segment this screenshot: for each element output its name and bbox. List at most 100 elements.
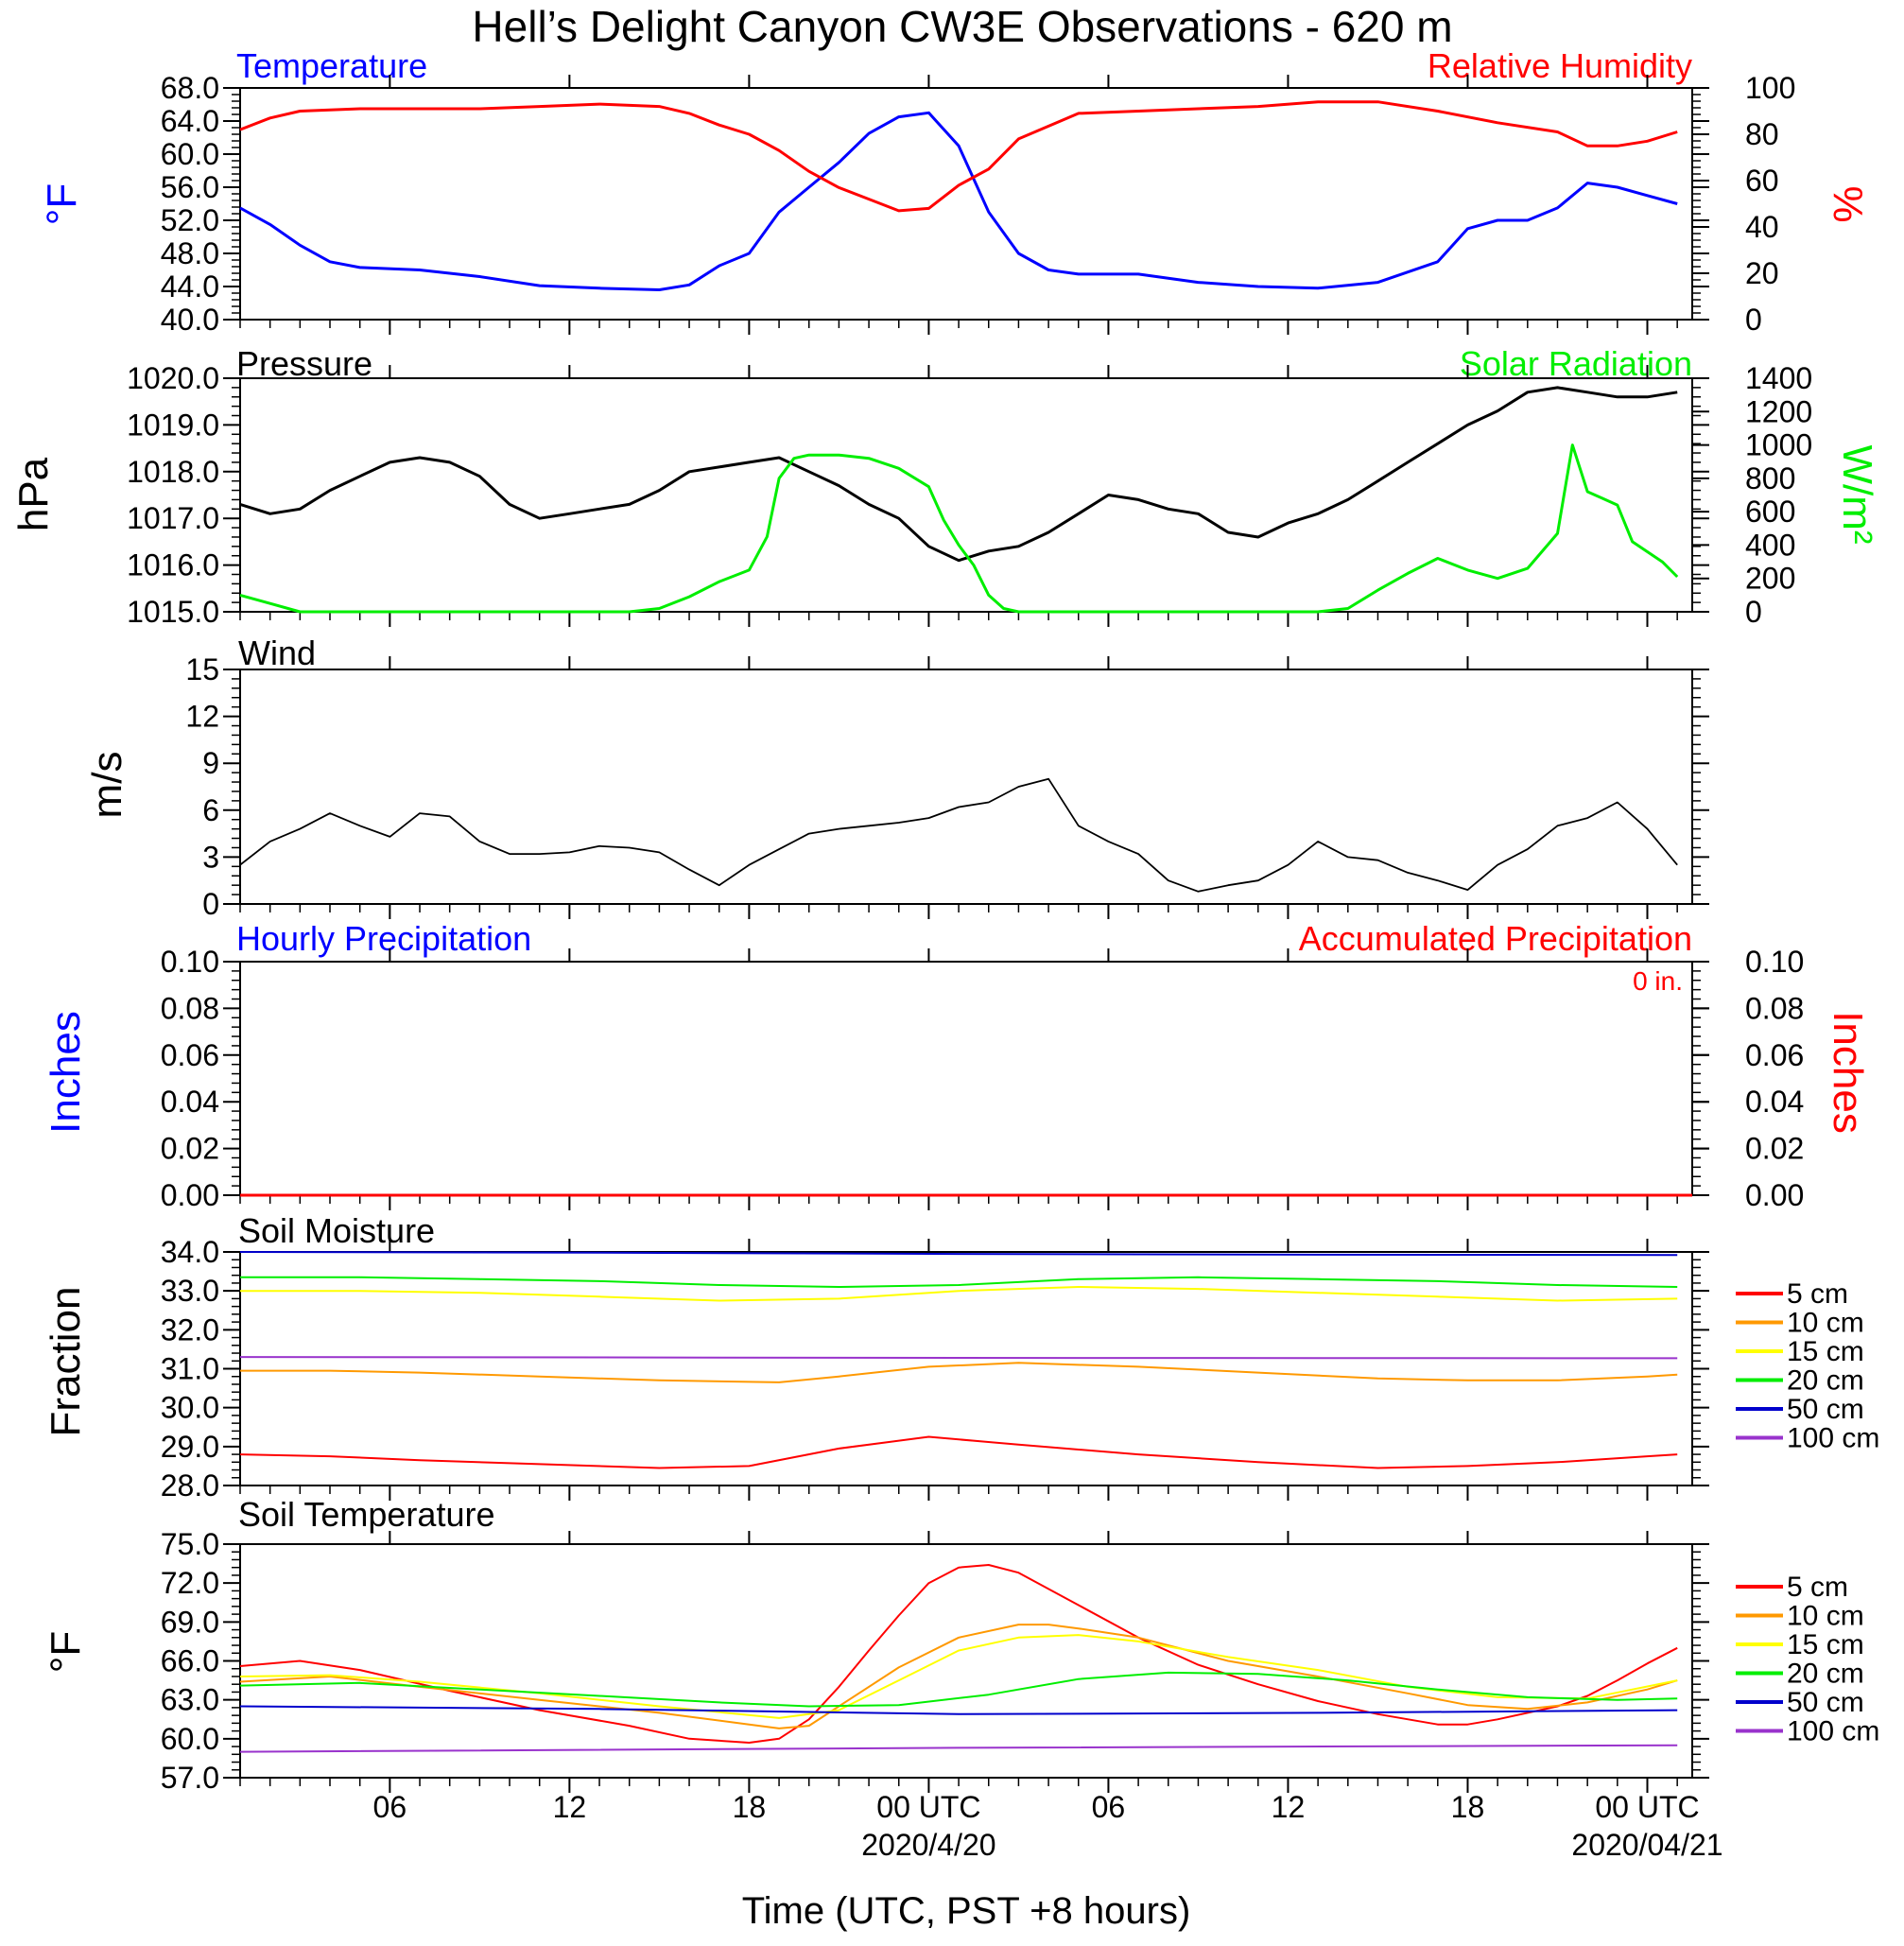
pressure-ytick-label: 1018.0 <box>127 455 219 489</box>
soil-moisture-title: Soil Moisture <box>238 1211 435 1250</box>
x-axis-label: Time (UTC, PST +8 hours) <box>742 1890 1191 1932</box>
pressure-series-1 <box>239 443 1679 614</box>
soil_temperature-series-5 <box>239 1744 1678 1753</box>
pressure-title: Pressure <box>236 344 372 383</box>
soil_moisture-ytick-label: 31.0 <box>161 1352 219 1386</box>
pressure-y2tick-label: 1200 <box>1745 394 1812 428</box>
soil_temperature-series-4 <box>239 1705 1678 1715</box>
accum-precip-title: Accumulated Precipitation <box>1299 919 1692 958</box>
precip-ytick-label: 0.10 <box>161 945 219 979</box>
wind-ytick-label: 15 <box>185 652 219 686</box>
wind-unit: m/s <box>84 752 130 819</box>
soil_temperature-ytick-label: 66.0 <box>161 1644 219 1678</box>
pressure-ytick-label: 1019.0 <box>127 408 219 442</box>
pressure-y2tick-label: 400 <box>1745 528 1795 562</box>
precip-ytick-label: 0.08 <box>161 991 219 1025</box>
soil_moisture-legend-label: 50 cm <box>1787 1394 1864 1425</box>
precip-ytick-label: 0.00 <box>161 1178 219 1212</box>
soil_temperature-legend-label: 15 cm <box>1787 1629 1864 1660</box>
solar-unit: W/m² <box>1834 444 1880 544</box>
soil_temperature-legend-label: 20 cm <box>1787 1659 1864 1690</box>
soil_temperature-series-2 <box>239 1634 1678 1719</box>
temperature-frame <box>239 87 1693 321</box>
temperature-ytick-label: 64.0 <box>161 104 219 138</box>
soil_moisture-series-3 <box>240 1276 1678 1288</box>
soil-moisture-unit: Fraction <box>43 1287 89 1437</box>
soil_moisture-legend-label: 100 cm <box>1787 1423 1879 1454</box>
time-tick-label: 18 <box>733 1790 767 1824</box>
soil_moisture-frame <box>239 1251 1693 1486</box>
pressure-ytick-label: 1015.0 <box>127 595 219 629</box>
precip-y2tick-label: 0.00 <box>1745 1178 1804 1212</box>
temperature-title: Temperature <box>236 46 427 85</box>
soil_temperature-legend-label: 100 cm <box>1787 1716 1879 1747</box>
wind-ytick-label: 3 <box>202 840 219 874</box>
soil_moisture-ytick-label: 33.0 <box>161 1274 219 1308</box>
precip-ytick-label: 0.06 <box>161 1038 219 1072</box>
soil_moisture-series-0 <box>239 1435 1678 1469</box>
temperature-ytick-label: 44.0 <box>161 269 219 304</box>
time-tick-label: 12 <box>1272 1790 1306 1824</box>
soil_temperature-ytick-label: 72.0 <box>161 1566 219 1600</box>
pressure-frame <box>239 377 1693 613</box>
pressure-y2tick-label: 0 <box>1745 595 1762 629</box>
soil_moisture-ytick-label: 30.0 <box>161 1391 219 1425</box>
time-tick-label: 00 UTC <box>1595 1790 1699 1824</box>
time-tick-label: 06 <box>373 1790 407 1824</box>
soil_moisture-legend-label: 5 cm <box>1787 1278 1848 1310</box>
temperature-ytick-label: 48.0 <box>161 236 219 270</box>
precip-y2tick-label: 0.04 <box>1745 1085 1804 1119</box>
soil_moisture-series-4 <box>239 1251 1678 1257</box>
temperature-y2tick-label: 20 <box>1745 256 1779 290</box>
precip-left-unit: Inches <box>43 1011 89 1134</box>
soil_moisture-ytick-label: 28.0 <box>161 1468 219 1503</box>
pressure-ytick-label: 1020.0 <box>127 361 219 395</box>
soil-temperature-title: Soil Temperature <box>238 1495 494 1534</box>
solar-title: Solar Radiation <box>1460 344 1692 383</box>
precip-ytick-label: 0.02 <box>161 1132 219 1166</box>
soil_temperature-ytick-label: 63.0 <box>161 1683 219 1717</box>
time-tick-label: 18 <box>1451 1790 1485 1824</box>
temperature-y2tick-label: 100 <box>1745 71 1795 105</box>
soil_moisture-ytick-label: 29.0 <box>161 1430 219 1464</box>
wind-frame <box>239 669 1693 905</box>
soil_temperature-legend-label: 10 cm <box>1787 1601 1864 1632</box>
soil_moisture-series-5 <box>239 1356 1678 1360</box>
pressure-y2tick-label: 1400 <box>1745 361 1812 395</box>
temperature-ytick-label: 60.0 <box>161 137 219 171</box>
pressure-ytick-label: 1016.0 <box>127 548 219 582</box>
soil_moisture-legend-label: 15 cm <box>1787 1336 1864 1367</box>
pressure-y2tick-label: 800 <box>1745 461 1795 495</box>
temperature-ytick-label: 56.0 <box>161 170 219 204</box>
temperature-ytick-label: 40.0 <box>161 303 219 337</box>
wind-ytick-label: 6 <box>202 793 219 827</box>
precip-right-unit: Inches <box>1825 1011 1871 1134</box>
precip-y2tick-label: 0.02 <box>1745 1132 1804 1166</box>
wind-ytick-label: 12 <box>185 700 219 734</box>
accum-precip-value: 0 in. <box>1633 966 1683 996</box>
wind-series-0 <box>239 777 1678 893</box>
soil_moisture-ytick-label: 32.0 <box>161 1312 219 1347</box>
temperature-ytick-label: 68.0 <box>161 71 219 105</box>
precip-frame <box>239 961 1693 1196</box>
soil_temperature-ytick-label: 75.0 <box>161 1527 219 1561</box>
soil_temperature-series-3 <box>239 1671 1678 1708</box>
soil_temperature-ytick-label: 57.0 <box>161 1761 219 1795</box>
soil-temperature-unit: °F <box>43 1631 89 1673</box>
pressure-y2tick-label: 1000 <box>1745 428 1812 462</box>
data-lines <box>239 100 1692 1753</box>
wind-title: Wind <box>238 634 316 672</box>
pressure-y2tick-label: 200 <box>1745 562 1795 596</box>
soil_temperature-legend-label: 50 cm <box>1787 1687 1864 1718</box>
temperature-ytick-label: 52.0 <box>161 203 219 237</box>
time-tick-label: 00 UTC <box>876 1790 980 1824</box>
precip-y2tick-label: 0.06 <box>1745 1038 1804 1072</box>
temperature-unit: °F <box>39 183 85 225</box>
axis-ticks: 40.044.048.052.056.060.064.068.002040608… <box>127 71 1812 1862</box>
temperature-y2tick-label: 0 <box>1745 303 1762 337</box>
soil_temperature-legend-label: 5 cm <box>1787 1572 1848 1603</box>
soil_moisture-legend-label: 10 cm <box>1787 1308 1864 1339</box>
soil_temperature-series-1 <box>239 1624 1678 1729</box>
soil_moisture-legend-label: 20 cm <box>1787 1365 1864 1397</box>
